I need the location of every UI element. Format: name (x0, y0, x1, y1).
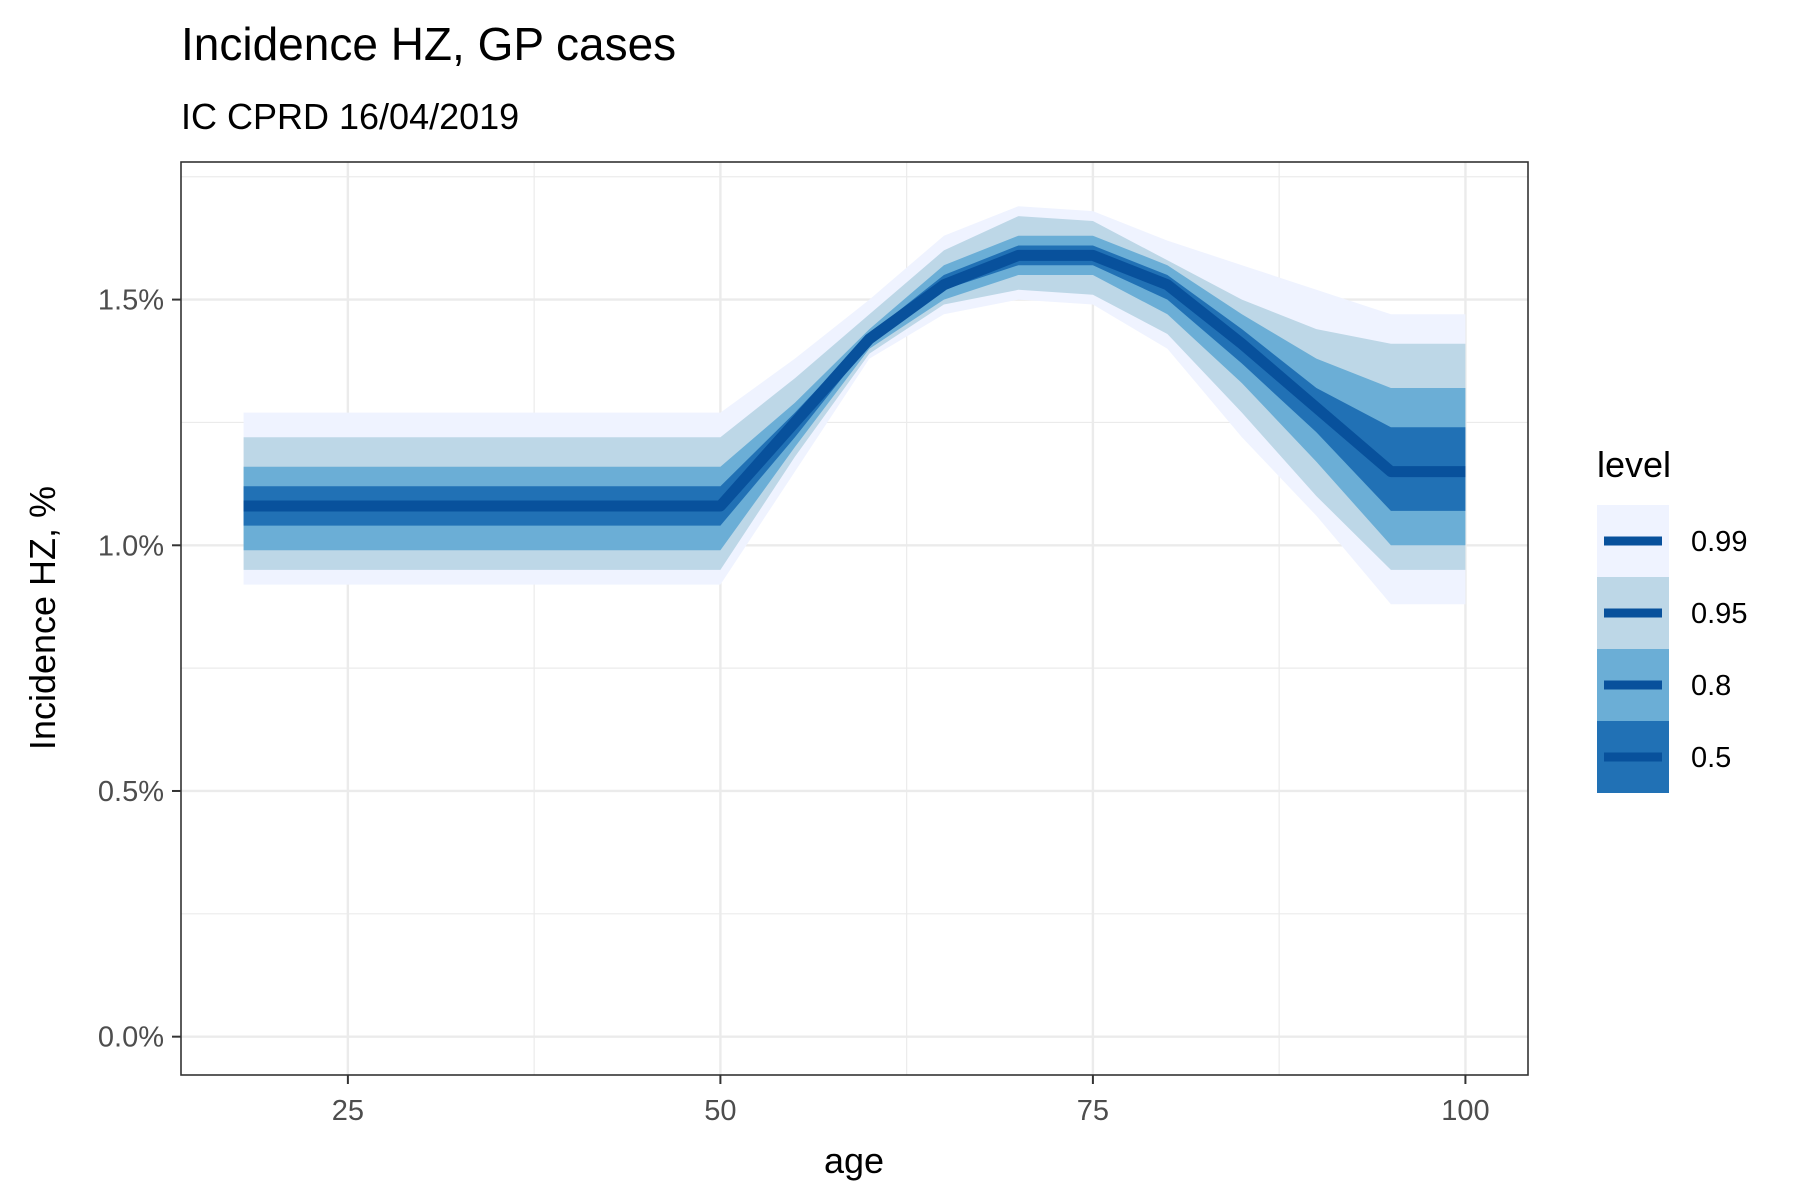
legend-label: 0.5 (1691, 742, 1731, 774)
x-tick-label: 75 (1077, 1095, 1109, 1127)
y-axis-title: Incidence HZ, % (22, 486, 63, 750)
y-tick-label: 1.0% (98, 530, 164, 562)
chart-subtitle: IC CPRD 16/04/2019 (181, 96, 519, 137)
x-axis-title: age (824, 1140, 884, 1181)
median-line-group (243, 249, 1466, 512)
legend-label: 0.95 (1691, 598, 1747, 630)
y-tick-label: 0.5% (98, 776, 164, 808)
panel-border (180, 161, 1529, 1076)
legend: level 0.99 0.95 0.8 0.5 (1597, 444, 1747, 793)
legend-title: level (1597, 444, 1671, 485)
y-tick-label: 1.5% (98, 285, 164, 317)
chart-title: Incidence HZ, GP cases (181, 18, 676, 70)
y-tick-label: 0.0% (98, 1022, 164, 1054)
x-axis: 25 50 75 100 (332, 1075, 1490, 1127)
grid-major (181, 162, 1528, 1075)
x-tick-label: 100 (1441, 1095, 1489, 1127)
y-axis: 0.0% 0.5% 1.0% 1.5% (98, 285, 181, 1054)
median-line (243, 249, 1466, 512)
x-tick-label: 50 (704, 1095, 736, 1127)
x-tick-label: 25 (332, 1095, 364, 1127)
legend-label: 0.8 (1691, 670, 1731, 702)
band-0_8 (243, 235, 1466, 551)
legend-label: 0.99 (1691, 526, 1747, 558)
band-0_5 (243, 245, 1466, 526)
